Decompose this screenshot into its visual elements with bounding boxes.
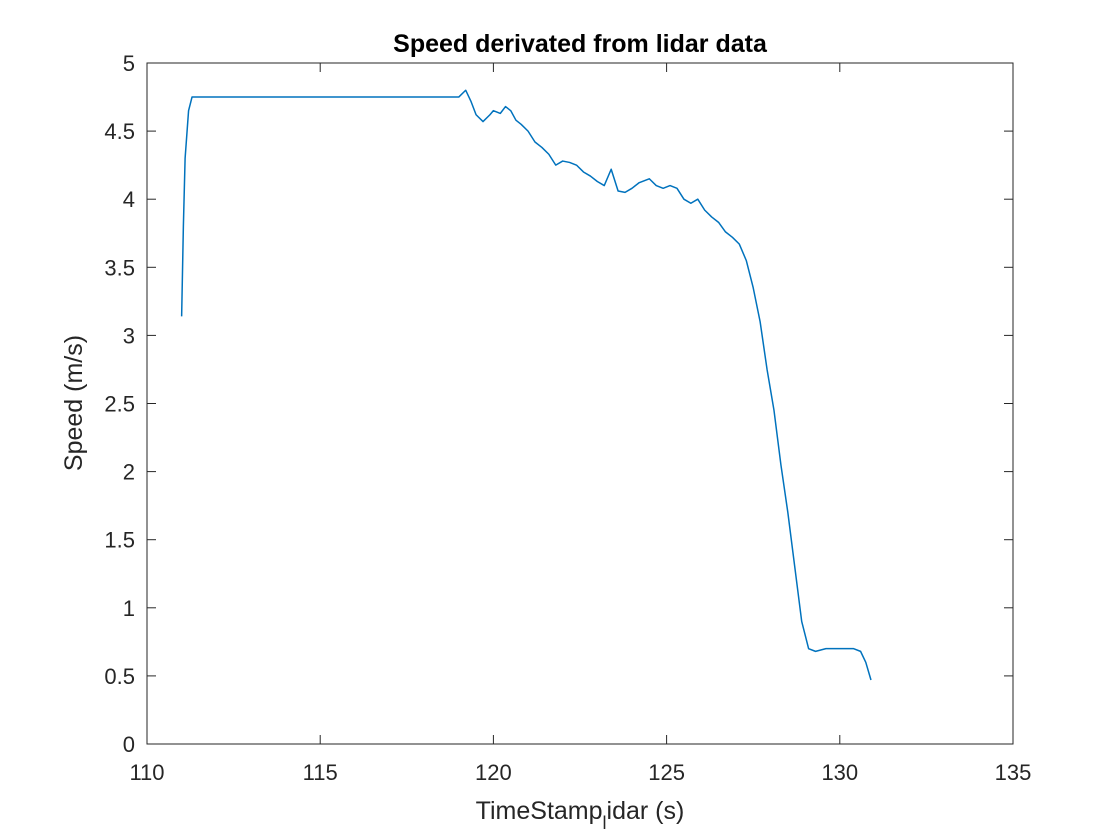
chart-title: Speed derivated from lidar data [393, 30, 768, 58]
y-axis-label: Speed (m/s) [60, 335, 88, 471]
x-axis-label-main: TimeStamp [476, 797, 603, 825]
speed-series-line [180, 89, 872, 681]
x-tick-label: 130 [821, 760, 858, 785]
x-tick-label: 135 [995, 760, 1032, 785]
x-axis-label: TimeStamplidar (s) [476, 797, 685, 833]
y-tick-label: 4 [123, 187, 135, 212]
y-tick-label: 5 [123, 51, 135, 76]
x-tick-label: 110 [129, 760, 164, 785]
y-tick-label: 0 [123, 732, 135, 757]
y-tick-label: 1.5 [104, 528, 135, 553]
y-tick-label: 1 [123, 596, 135, 621]
y-tick-label: 3.5 [104, 255, 135, 280]
x-axis-label-tail: idar (s) [607, 797, 685, 825]
y-tick-label: 4.5 [104, 119, 135, 144]
x-tick-label: 125 [648, 760, 685, 785]
y-tick-label: 3 [123, 323, 135, 348]
axis-tick-labels: 110 115 120 125 130 135 0 0.5 1 1.5 2 2.5 3 3.5 4 4.5 5 [104, 51, 1031, 785]
x-tick-label: 120 [475, 760, 512, 785]
y-tick-label: 2.5 [104, 392, 135, 417]
x-tick-label: 115 [303, 760, 338, 785]
y-tick-label: 2 [123, 460, 135, 485]
plot-area-frame [146, 62, 1014, 745]
x-axis-label-subscript: l [603, 813, 607, 833]
y-tick-label: 0.5 [104, 664, 135, 689]
